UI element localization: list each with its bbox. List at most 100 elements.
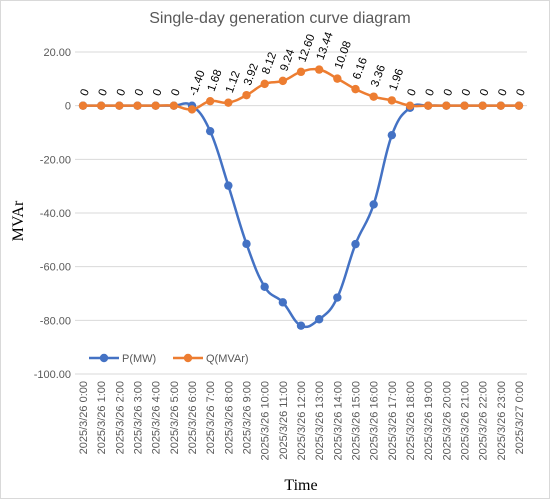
data-point [260,79,269,89]
data-point [242,90,251,100]
data-point [278,298,288,307]
x-tick-label: 2025/3/26 6:00 [187,381,199,454]
data-point [333,293,342,302]
data-label: 13.44 [315,30,336,62]
x-tick-label: 2025/3/26 8:00 [223,381,235,454]
x-tick-label: 2025/3/26 17:00 [387,381,399,461]
data-point [278,76,288,86]
x-tick-label: 2025/3/26 4:00 [151,381,163,454]
x-tick-label: 2025/3/26 13:00 [314,381,326,461]
data-point [405,101,415,110]
data-point [96,101,106,110]
data-label: 0 [169,88,182,98]
data-point [296,67,306,77]
series-line [83,102,520,329]
data-label: 0 [515,88,528,98]
data-point [369,200,378,209]
x-tick-label: 2025/3/26 16:00 [369,381,381,461]
data-label: 3.92 [242,62,261,87]
data-label: 0 [406,88,419,98]
data-label: 12.60 [297,33,318,64]
data-point [514,101,524,110]
x-tick-label: 2025/3/26 10:00 [260,381,272,461]
x-tick-label: 2025/3/26 0:00 [78,381,90,454]
x-tick-label: 2025/3/26 9:00 [242,381,254,454]
x-axis-ticks: 2025/3/26 0:00 2025/3/26 1:00 2025/3/26 2:… [78,381,526,461]
data-point [423,101,433,110]
data-point [314,65,324,74]
series [78,65,524,330]
data-point [133,101,142,110]
data-label: 0 [79,88,92,98]
data-label: 0 [424,88,437,98]
legend-swatch-marker [99,353,109,363]
data-label: 1.96 [387,67,406,92]
data-point [260,282,269,291]
y-axis-label: MVAr [10,200,27,241]
data-point [351,239,360,249]
data-point [78,101,88,110]
data-point [387,96,397,105]
data-point [151,101,160,110]
data-label: 9.24 [278,47,297,73]
data-label: 1.68 [206,68,225,93]
legend-swatch-marker [183,353,193,363]
data-point [496,101,506,110]
data-label: 0 [442,88,455,98]
x-tick-label: 2025/3/26 7:00 [205,381,217,454]
chart-title: Single-day generation curve diagram [149,10,410,27]
data-label: 8.12 [260,51,279,76]
y-tick-label: -40.00 [40,208,71,220]
data-label: 0 [478,88,491,98]
data-point [314,315,324,324]
data-point [369,92,378,101]
x-tick-label: 2025/3/26 5:00 [169,381,181,454]
data-label: 0 [460,88,473,98]
data-point [242,239,251,249]
data-point [169,101,179,110]
data-label: 0 [115,88,128,98]
legend-label: Q(MVAr) [206,353,249,365]
data-label: 6.16 [351,56,370,81]
data-label: 0 [133,88,146,98]
legend: P(MW) Q(MVAr) [89,353,249,365]
y-tick-label: -80.00 [40,315,71,327]
data-label: 0 [151,88,164,98]
data-point [224,181,233,190]
x-tick-label: 2025/3/26 22:00 [478,381,490,461]
x-tick-label: 2025/3/26 19:00 [423,381,435,461]
data-point [205,126,215,136]
data-point [351,84,360,94]
data-point [115,101,124,110]
data-point [460,101,469,110]
series-p-mw [78,101,524,330]
series-q-mvar [78,65,524,114]
data-point [296,321,306,330]
data-point [187,105,197,114]
data-labels: 0 0 0 0 0 0 -1.401.68 1.12 3.92 8.12 9.24 12.6013.4… [79,30,528,98]
data-label: 0 [496,88,509,98]
y-tick-label: -60.00 [40,262,71,274]
data-label: 0 [97,88,110,98]
data-point [442,101,451,110]
x-tick-label: 2025/3/26 18:00 [405,381,417,461]
data-label: 10.08 [333,39,354,70]
data-point [478,101,487,110]
x-tick-label: 2025/3/26 2:00 [114,381,126,454]
x-tick-label: 2025/3/26 1:00 [96,381,108,454]
y-tick-label: 0 [65,101,71,113]
y-tick-label: 20.00 [43,47,71,59]
x-tick-label: 2025/3/26 11:00 [278,381,290,460]
x-tick-label: 2025/3/26 3:00 [133,381,145,454]
x-tick-label: 2025/3/26 12:00 [296,381,308,461]
x-tick-label: 2025/3/27 0:00 [514,381,526,454]
data-label: 3.36 [369,64,388,89]
y-tick-label: -20.00 [40,154,71,166]
data-point [333,74,342,83]
y-axis-ticks: 20.00 0 -20.00 -40.00 -60.00 -80.00 -100.00 [34,47,71,381]
x-tick-label: 2025/3/26 21:00 [460,381,472,461]
x-axis-label: Time [284,477,317,494]
data-point [205,96,215,106]
